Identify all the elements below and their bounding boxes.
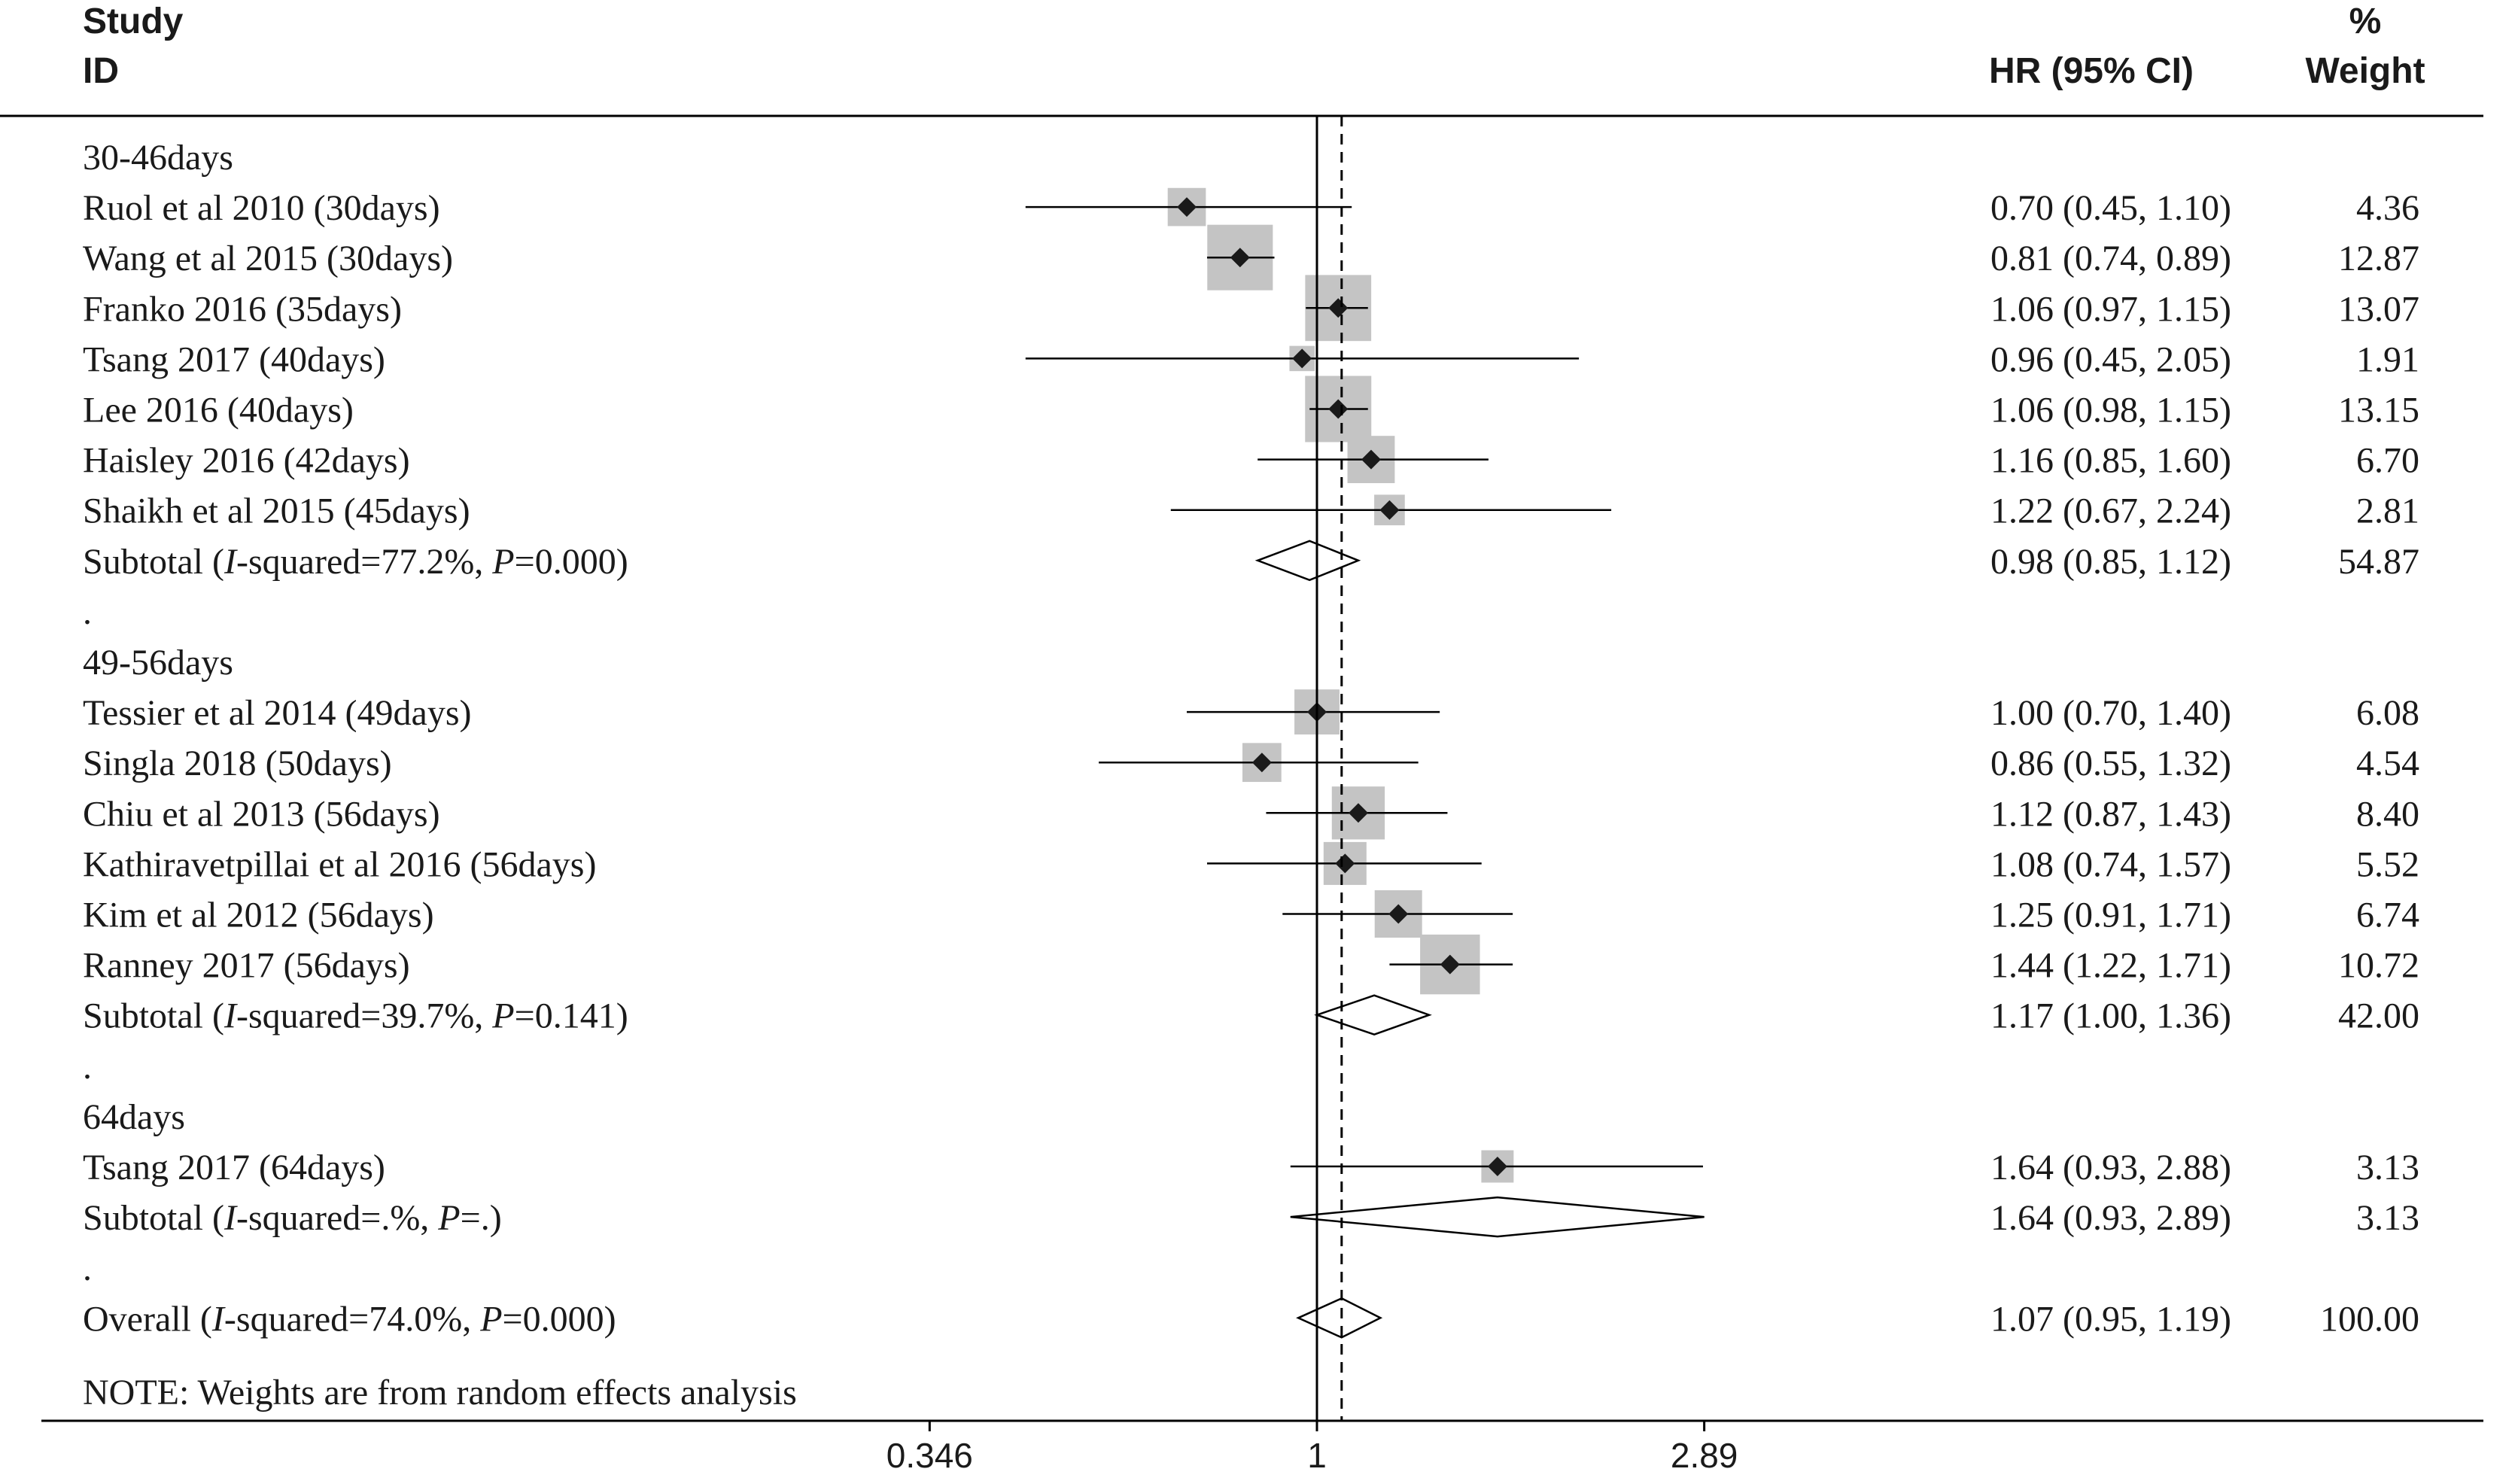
hr-ci-value: 1.07 (0.95, 1.19) [1990, 1299, 2231, 1339]
weight-value: 10.72 [2338, 946, 2419, 986]
weight-value: 1.91 [2356, 339, 2419, 379]
point-estimate-marker [1292, 348, 1312, 369]
study-label: Kathiravetpillai et al 2016 (56days) [83, 844, 596, 884]
hr-ci-header: HR (95% CI) [1989, 51, 2194, 91]
subtotal-diamond [1314, 994, 1432, 1036]
study-label: Tsang 2017 (40days) [83, 339, 385, 379]
study-label: Ranney 2017 (56days) [83, 946, 410, 986]
study-label: Shaikh et al 2015 (45days) [83, 491, 470, 531]
point-estimate-marker [1230, 248, 1250, 268]
weight-value: 13.07 [2338, 289, 2419, 329]
hr-ci-value: 1.44 (1.22, 1.71) [1990, 946, 2231, 986]
point-estimate-marker [1328, 298, 1349, 318]
point-estimate-marker [1388, 904, 1409, 924]
spacer-dot: . [83, 592, 92, 632]
hr-ci-value: 1.12 (0.87, 1.43) [1990, 794, 2231, 834]
footnote: NOTE: Weights are from random effects an… [83, 1373, 797, 1413]
weight-value: 3.13 [2356, 1198, 2419, 1238]
hr-ci-value: 0.98 (0.85, 1.12) [1990, 542, 2231, 582]
hr-ci-value: 1.08 (0.74, 1.57) [1990, 844, 2231, 884]
study-label: Chiu et al 2013 (56days) [83, 794, 440, 834]
point-estimate-marker [1335, 853, 1355, 874]
weight-value: 6.74 [2356, 896, 2419, 935]
hr-ci-value: 1.64 (0.93, 2.89) [1990, 1198, 2231, 1238]
study-label: Singla 2018 (50days) [83, 744, 392, 783]
hr-ci-value: 0.96 (0.45, 2.05) [1990, 339, 2231, 379]
hr-ci-value: 1.00 (0.70, 1.40) [1990, 693, 2231, 733]
spacer-dot: . [83, 1248, 92, 1288]
weight-value: 4.36 [2356, 188, 2419, 228]
subtotal-label: Subtotal (I-squared=.%, P=.) [83, 1198, 502, 1238]
study-label: Tsang 2017 (64days) [83, 1148, 385, 1188]
group-label: 30-46days [83, 138, 233, 178]
subtotal-diamond [1254, 540, 1361, 582]
x-tick-label: 2.89 [1671, 1436, 1738, 1475]
point-estimate-marker [1379, 500, 1400, 520]
study-header: Study [83, 2, 184, 41]
weight-value: 100.00 [2320, 1299, 2419, 1339]
weight-value: 12.87 [2338, 239, 2419, 278]
point-estimate-marker [1328, 399, 1349, 419]
hr-ci-value: 1.22 (0.67, 2.24) [1990, 491, 2231, 531]
study-label: Kim et al 2012 (56days) [83, 896, 434, 935]
point-estimate-marker [1348, 803, 1368, 823]
group-label: 64days [83, 1097, 185, 1137]
weight-value: 5.52 [2356, 844, 2419, 884]
weight-value: 3.13 [2356, 1148, 2419, 1188]
subtotal-diamond [1290, 1196, 1705, 1238]
id-header: ID [83, 51, 119, 91]
study-label: Haisley 2016 (42days) [83, 441, 410, 481]
weight-value: 6.70 [2356, 441, 2419, 481]
weight-value: 13.15 [2338, 391, 2419, 430]
point-estimate-marker [1361, 449, 1381, 470]
weight-percent-header: % [2349, 2, 2382, 41]
group-label: 49-56days [83, 643, 233, 683]
x-tick-label: 0.346 [886, 1436, 973, 1475]
point-estimate-marker [1440, 954, 1460, 975]
study-label: Lee 2016 (40days) [83, 391, 354, 430]
hr-ci-value: 0.70 (0.45, 1.10) [1990, 188, 2231, 228]
subtotal-label: Subtotal (I-squared=39.7%, P=0.141) [83, 996, 628, 1036]
overall-label: Overall (I-squared=74.0%, P=0.000) [83, 1299, 616, 1339]
weight-value: 54.87 [2338, 542, 2419, 582]
hr-ci-value: 1.64 (0.93, 2.88) [1990, 1148, 2231, 1188]
weight-value: 2.81 [2356, 491, 2419, 531]
subtotal-label: Subtotal (I-squared=77.2%, P=0.000) [83, 542, 628, 582]
hr-ci-value: 1.16 (0.85, 1.60) [1990, 441, 2231, 481]
weight-value: 4.54 [2356, 744, 2419, 783]
x-tick-label: 1 [1307, 1436, 1327, 1475]
weight-header: Weight [2305, 51, 2425, 91]
spacer-dot: . [83, 1047, 92, 1087]
study-label: Franko 2016 (35days) [83, 289, 402, 329]
point-estimate-marker [1487, 1157, 1507, 1176]
weight-value: 42.00 [2338, 996, 2419, 1036]
weight-value: 8.40 [2356, 794, 2419, 834]
study-label: Wang et al 2015 (30days) [83, 239, 453, 278]
hr-ci-value: 1.17 (1.00, 1.36) [1990, 996, 2231, 1036]
hr-ci-value: 0.81 (0.74, 0.89) [1990, 239, 2231, 278]
overall-diamond [1296, 1297, 1383, 1339]
hr-ci-value: 0.86 (0.55, 1.32) [1990, 744, 2231, 783]
hr-ci-value: 1.06 (0.97, 1.15) [1990, 289, 2231, 329]
weight-value: 6.08 [2356, 693, 2419, 733]
point-estimate-marker [1177, 197, 1197, 217]
study-label: Ruol et al 2010 (30days) [83, 188, 440, 228]
hr-ci-value: 1.06 (0.98, 1.15) [1990, 391, 2231, 430]
point-estimate-marker [1251, 753, 1272, 773]
study-label: Tessier et al 2014 (49days) [83, 693, 472, 733]
hr-ci-value: 1.25 (0.91, 1.71) [1990, 896, 2231, 935]
